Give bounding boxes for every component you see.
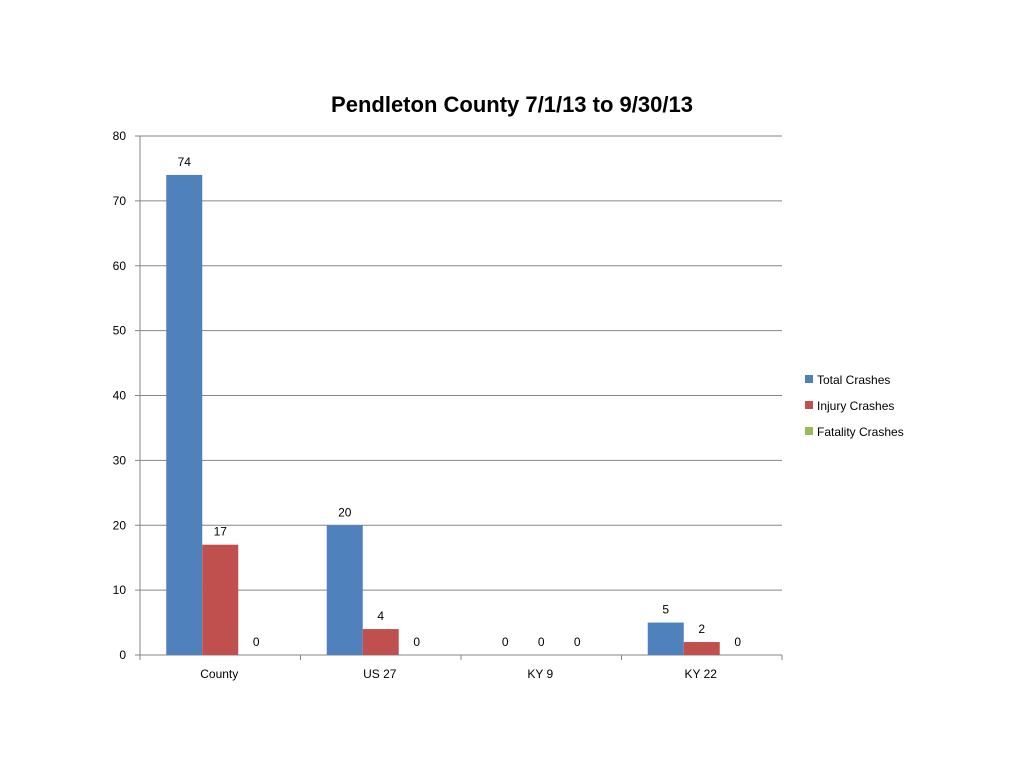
legend: Total Crashes Injury Crashes Fatality Cras… — [805, 373, 904, 439]
y-tick-label: 40 — [113, 389, 127, 403]
y-tick-label: 10 — [113, 583, 127, 597]
data-label: 0 — [413, 635, 420, 649]
data-label: 0 — [253, 635, 260, 649]
data-label: 74 — [178, 155, 192, 169]
data-label: 2 — [698, 622, 705, 636]
gridlines — [140, 135, 782, 591]
legend-label: Total Crashes — [817, 373, 890, 387]
y-axis-ticks: 0 10 20 30 40 50 60 70 80 — [113, 129, 127, 662]
bars — [166, 174, 720, 656]
legend-swatch — [805, 375, 813, 383]
x-axis-ticks: County US 27 KY 9 KY 22 — [200, 667, 717, 681]
chart-title: Pendleton County 7/1/13 to 9/30/13 — [331, 92, 693, 117]
bar — [362, 629, 399, 655]
data-label: 5 — [662, 603, 669, 617]
legend-label: Fatality Crashes — [817, 425, 904, 439]
data-label: 0 — [538, 635, 545, 649]
bar — [166, 174, 203, 656]
data-label: 20 — [338, 505, 352, 519]
bar — [202, 544, 239, 655]
data-label: 0 — [574, 635, 581, 649]
y-tick-label: 80 — [113, 129, 127, 143]
legend-swatch — [805, 427, 813, 435]
legend-label: Injury Crashes — [817, 399, 894, 413]
y-tick-label: 70 — [113, 194, 127, 208]
x-tick-label: County — [200, 667, 238, 681]
y-tick-label: 20 — [113, 518, 127, 532]
y-tick-label: 60 — [113, 259, 127, 273]
data-label: 4 — [377, 609, 384, 623]
x-tick-label: US 27 — [363, 667, 397, 681]
y-tick-label: 30 — [113, 453, 127, 467]
legend-swatch — [805, 401, 813, 409]
bar — [326, 525, 363, 655]
data-label: 0 — [734, 635, 741, 649]
data-label: 17 — [214, 525, 228, 539]
x-tick-label: KY 22 — [685, 667, 718, 681]
data-label: 0 — [502, 635, 509, 649]
x-tick-label: KY 9 — [527, 667, 553, 681]
y-tick-label: 0 — [119, 648, 126, 662]
bar — [647, 622, 684, 655]
y-tick-label: 50 — [113, 324, 127, 338]
bar — [683, 642, 720, 655]
